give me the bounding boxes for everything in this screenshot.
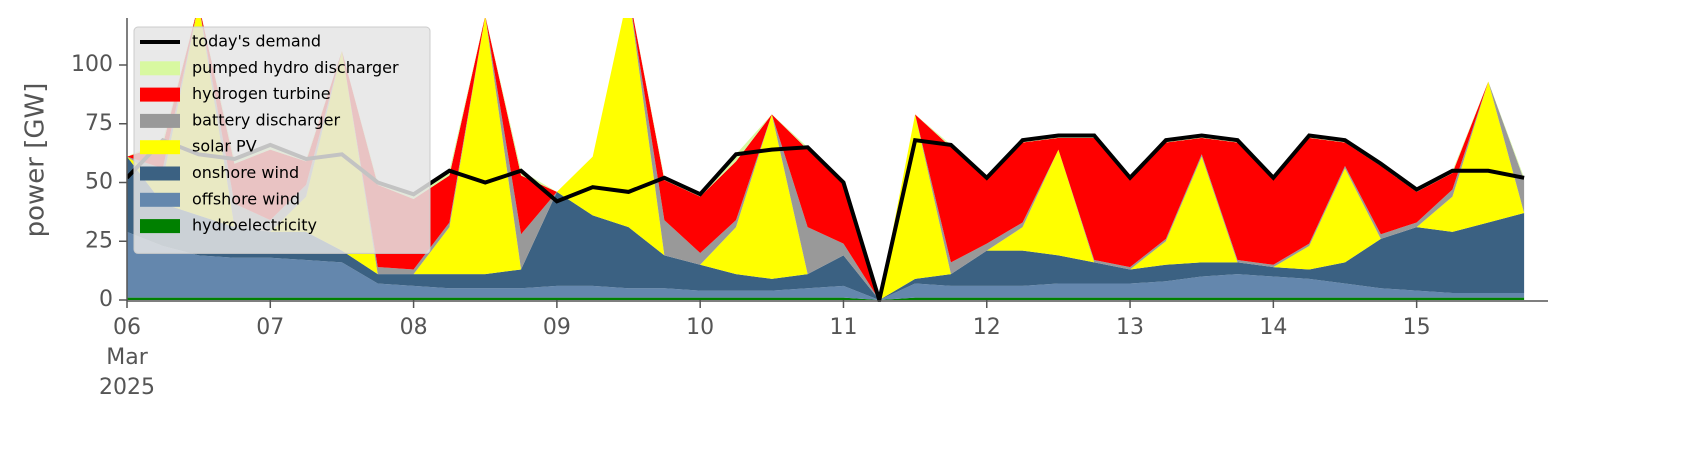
y-tick-label: 50: [85, 170, 113, 195]
legend-swatch: [140, 61, 180, 76]
legend-label: today's demand: [192, 32, 321, 51]
x-tick-label: 15: [1403, 315, 1431, 340]
legend-swatch: [140, 140, 180, 155]
area: [127, 231, 1525, 300]
legend-label: battery discharger: [192, 110, 340, 129]
x-tick-label: 08: [400, 315, 428, 340]
legend-label: onshore wind: [192, 163, 299, 182]
x-tick-label: 11: [829, 315, 857, 340]
legend-swatch: [140, 219, 180, 234]
legend-swatch: [140, 166, 180, 181]
x-tick-label: 06 Mar 2025: [99, 315, 155, 400]
area: [127, 297, 1525, 300]
y-axis-label: power [GW]: [21, 83, 51, 238]
x-tick-label: 14: [1259, 315, 1287, 340]
legend-swatch: [140, 87, 180, 102]
area: [127, 18, 1525, 300]
area: [127, 156, 1525, 300]
legend-label: solar PV: [192, 137, 257, 156]
y-tick-label: 25: [85, 228, 113, 253]
x-tick-label: 12: [973, 315, 1001, 340]
legend-swatch: [140, 113, 180, 128]
legend-label: pumped hydro discharger: [192, 58, 399, 77]
x-tick-label: 10: [686, 315, 714, 340]
legend-label: offshore wind: [192, 189, 300, 208]
legend-label: hydroelectricity: [192, 216, 317, 235]
y-tick-label: 75: [85, 111, 113, 136]
x-tick-label: 09: [543, 315, 571, 340]
legend-label: hydrogen turbine: [192, 84, 331, 103]
y-tick-label: 100: [71, 52, 113, 77]
x-tick-label: 13: [1116, 315, 1144, 340]
legend-box: [133, 26, 431, 254]
x-tick-label: 07: [256, 315, 284, 340]
y-tick-label: 0: [99, 287, 113, 312]
area: [127, 18, 1525, 300]
legend-swatch: [140, 192, 180, 207]
area: [127, 18, 1525, 300]
